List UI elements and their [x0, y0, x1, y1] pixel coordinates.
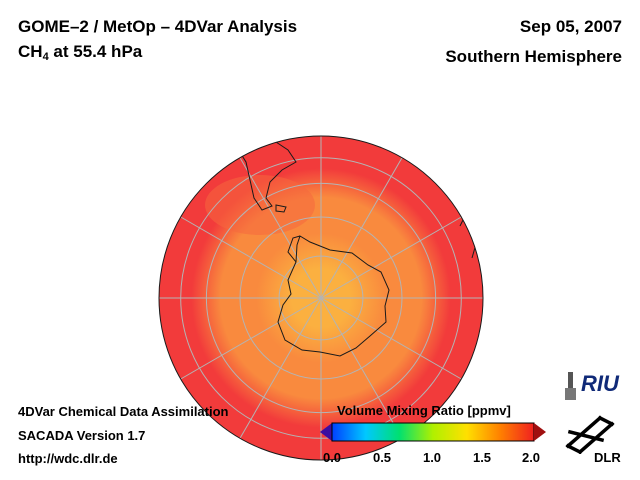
riu-logo-text: RIU: [581, 371, 619, 396]
colorbar-tick-3: 1.5: [472, 450, 492, 465]
meridian-line: [320, 297, 403, 439]
meridian-line: [180, 297, 322, 380]
meridian-line: [320, 216, 462, 299]
globe-outline: [158, 135, 484, 461]
antarctica-coast: [277, 235, 390, 357]
dlr-stroke-5: [597, 415, 615, 427]
dlr-stroke-4: [565, 443, 583, 454]
title-line-1: GOME–2 / MetOp – 4DVar Analysis: [18, 17, 298, 36]
colorbar-under-arrow: [320, 423, 332, 441]
falklands-coast: [275, 204, 287, 213]
meridian-line: [239, 297, 322, 439]
species-main: CH: [18, 42, 43, 61]
riu-tower-icon: [565, 372, 576, 400]
footer-line-1: 4DVar Chemical Data Assimilation: [18, 404, 229, 419]
colorbar-tick-0: 0.0: [322, 450, 342, 465]
colorbar-over-arrow: [534, 423, 546, 441]
riu-tower-shaft: [568, 372, 573, 400]
meridian-line: [239, 157, 322, 299]
date-label: Sep 05, 2007: [519, 17, 622, 36]
graticule: [159, 136, 483, 460]
riu-tower-base: [565, 388, 576, 400]
species-subscript: 4: [42, 51, 49, 63]
dlr-stroke-3: [567, 429, 605, 443]
dlr-emblem-icon: [565, 415, 615, 454]
meridian-line: [320, 157, 403, 299]
colorbar-bar: [331, 422, 535, 442]
meridian-line: [180, 216, 322, 299]
colorbar-tick-2: 1.0: [422, 450, 442, 465]
colorbar-title: Volume Mixing Ratio [ppmv]: [337, 403, 511, 418]
high-vmr-tongue: [205, 175, 315, 235]
title-line-2: CH4 at 55.4 hPa: [18, 42, 142, 63]
antarctic-peninsula: [287, 235, 301, 263]
colorbar: [320, 422, 546, 442]
footer-line-3: http://wdc.dlr.de: [18, 451, 118, 466]
colorbar-tick-1: 0.5: [372, 450, 392, 465]
meridian-line: [320, 297, 462, 380]
dlr-stroke-1: [565, 415, 603, 449]
dlr-logo-text: DLR: [594, 450, 621, 465]
colorbar-tick-4: 2.0: [521, 450, 541, 465]
hemisphere-label: Southern Hemisphere: [445, 47, 622, 66]
footer-line-2: SACADA Version 1.7: [18, 428, 146, 443]
pressure-level: at 55.4 hPa: [48, 42, 143, 61]
